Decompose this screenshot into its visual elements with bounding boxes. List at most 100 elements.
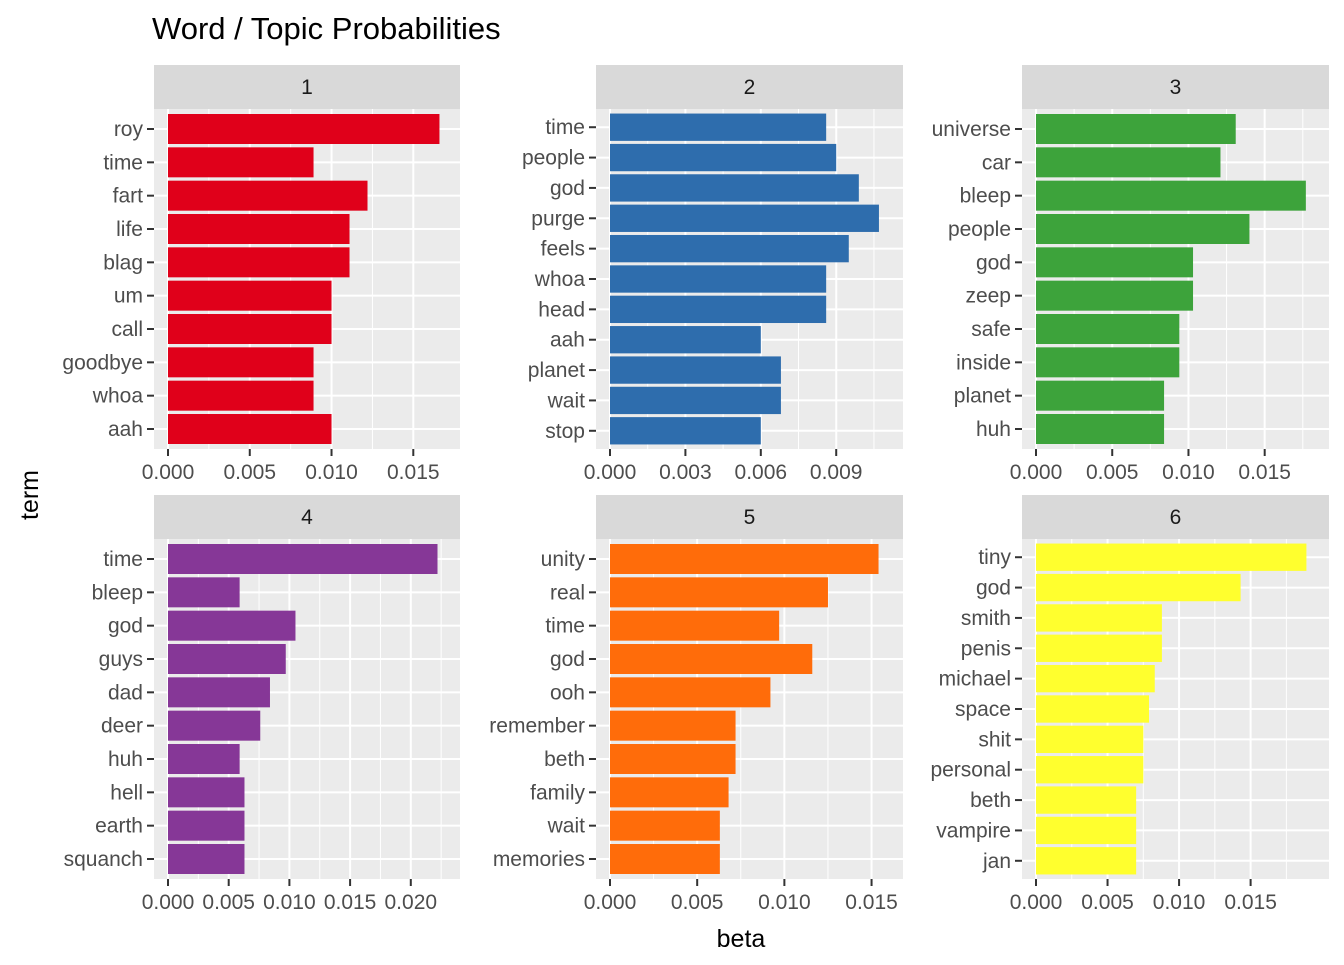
x-tick-label: 0.020 [385,891,438,914]
y-tick-label: hell [110,781,143,804]
bar-memories [610,844,720,874]
bar-safe [1036,314,1180,344]
bar-call [168,314,332,344]
bar-roy [168,114,440,144]
facet-strip-label: 5 [744,506,756,529]
x-tick-label: 0.015 [324,891,377,914]
y-tick-label: life [116,218,143,241]
x-tick-label: 0.005 [1081,891,1134,914]
y-tick-label: unity [541,548,586,571]
x-tick-label: 0.005 [223,461,276,484]
bar-god [1036,573,1241,602]
chart-title: Word / Topic Probabilities [152,11,501,46]
facet-strip-label: 6 [1170,506,1182,529]
y-tick-label: goodbye [62,351,143,374]
y-tick-label: planet [954,385,1011,408]
y-tick-label: vampire [936,819,1011,842]
y-tick-label: huh [108,748,143,771]
y-tick-label: remember [489,715,585,738]
bar-squanch [168,844,245,874]
bar-hell [168,777,245,808]
y-tick-label: huh [976,418,1011,441]
bar-blag [168,247,350,278]
y-tick-label: aah [550,329,585,352]
y-tick-label: deer [101,715,143,738]
x-tick-label: 0.010 [1162,461,1215,484]
bar-people [610,143,837,172]
y-tick-label: feels [541,238,585,261]
y-tick-label: wait [547,389,586,412]
y-tick-label: bleep [92,581,143,604]
y-tick-label: earth [95,815,143,838]
y-tick-label: safe [971,318,1011,341]
y-tick-label: personal [930,759,1011,782]
y-tick-label: time [103,151,143,174]
bar-whoa [168,380,314,411]
bar-time [610,610,780,641]
y-tick-label: shit [978,728,1011,751]
y-tick-label: car [982,151,1011,174]
bar-unity [610,544,879,574]
facet-strip [154,495,460,539]
bar-wait [610,386,781,415]
x-tick-label: 0.009 [810,461,863,484]
y-tick-label: memories [493,848,585,871]
bar-time [610,113,827,141]
bar-goodbye [168,347,314,378]
bar-bleep [168,577,240,608]
x-tick-label: 0.015 [845,891,898,914]
bar-deer [168,710,261,741]
bar-life [168,214,350,244]
y-tick-label: real [550,581,585,604]
bar-family [610,777,729,808]
bar-planet [610,356,781,384]
bar-stop [610,417,761,445]
y-tick-label: stop [545,420,585,443]
bar-remember [610,710,736,741]
facet-strip [596,495,903,539]
y-tick-label: beth [970,789,1011,812]
y-tick-label: god [976,251,1011,274]
bar-space [1036,695,1150,723]
bar-bleep [1036,180,1306,211]
bar-beth [610,744,736,774]
x-tick-label: 0.000 [142,891,195,914]
bar-guys [168,644,286,674]
y-tick-label: god [108,615,143,638]
y-tick-label: space [955,698,1011,721]
y-tick-label: family [530,781,585,804]
facet-strip [154,65,460,109]
y-tick-label: time [545,615,585,638]
bar-real [610,577,828,608]
y-tick-label: people [522,147,585,170]
facet-strip-label: 1 [301,76,313,99]
x-tick-label: 0.000 [142,461,195,484]
y-tick-label: zeep [965,285,1011,308]
x-tick-label: 0.015 [1238,461,1291,484]
bar-smith [1036,604,1162,632]
bar-ooh [610,677,771,708]
bar-god [610,644,813,674]
y-tick-label: people [948,218,1011,241]
bar-time [168,544,438,574]
x-tick-label: 0.015 [387,461,440,484]
y-tick-label: fart [113,185,144,208]
x-tick-label: 0.000 [1010,891,1063,914]
facet-1: 1 roy time fart life blag um call goodbye whoa aah… [62,65,460,484]
bar-beth [1036,786,1137,814]
y-tick-label: roy [114,118,144,141]
bar-time [168,147,314,178]
y-tick-label: time [103,548,143,571]
x-axis-label: beta [717,925,766,953]
bar-god [168,610,296,641]
x-tick-label: 0.003 [659,461,712,484]
facet-3: 3 universe car bleep people god zeep safe inside… [932,65,1329,484]
y-tick-label: aah [108,418,143,441]
bar-personal [1036,756,1144,784]
y-tick-label: michael [939,668,1011,691]
facet-strip [596,65,903,109]
bar-god [610,174,859,202]
x-tick-label: 0.005 [1086,461,1139,484]
y-tick-label: penis [961,637,1011,660]
